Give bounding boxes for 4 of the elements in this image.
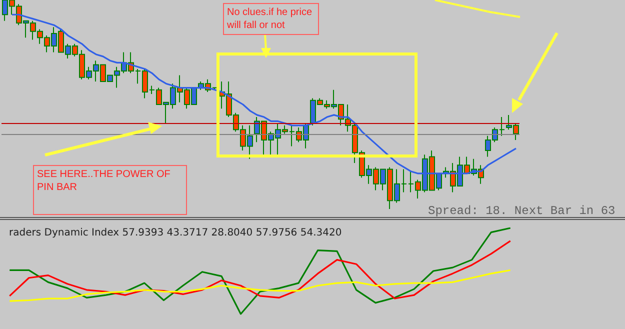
annotation: SEE HERE..THE POWER OF PIN BAR — [33, 165, 187, 215]
chart-title: raders Dynamic Index 57.9393 43.3717 28.8040 57.9756 54.3420 — [9, 228, 342, 238]
annotation: Spread: 18. Next Bar in 63 — [428, 204, 616, 218]
annotation: No clues.if he price will fall or not — [223, 3, 319, 35]
